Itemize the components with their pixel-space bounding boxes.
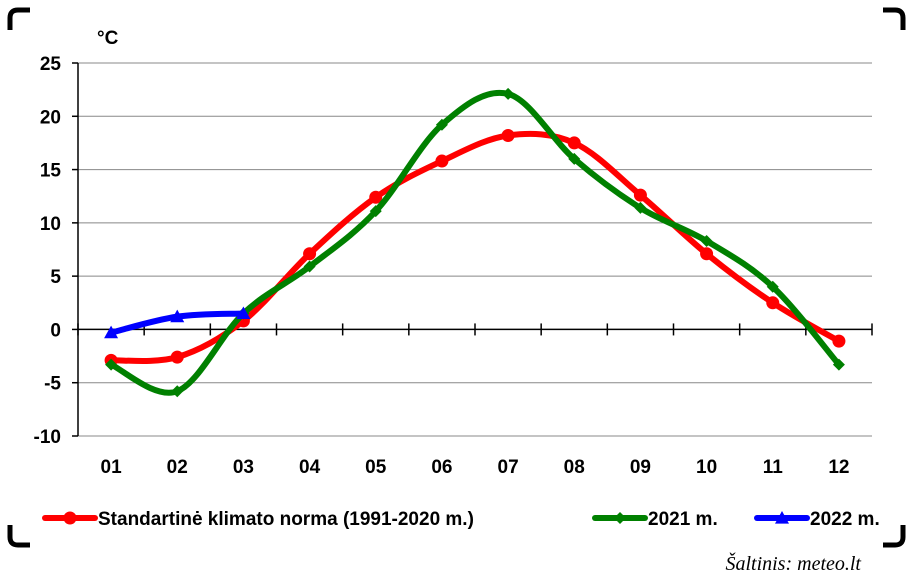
corner-top-left [7,7,30,30]
y-tick-label: 0 [50,320,61,341]
y-tick-label: 15 [40,161,62,182]
y-tick-label: 5 [50,267,61,288]
data-point-series-2 [766,280,779,293]
data-point-series-2 [435,118,448,131]
legend-label: 2022 m. [810,509,880,530]
x-tick-label: 01 [101,457,123,478]
data-point-series-1 [832,334,846,348]
y-tick-label: 10 [40,214,61,235]
y-tick-label: -5 [44,374,61,395]
data-point-series-2 [568,152,581,165]
x-tick-label: 07 [498,457,519,478]
x-tick-label: 10 [696,457,717,478]
data-point-series-1 [700,247,714,261]
corner-top-right [883,7,906,30]
data-point-series-3 [236,306,251,320]
y-tick-label: 25 [40,54,62,75]
x-tick-label: 12 [828,457,849,478]
data-point-series-2 [303,260,316,273]
data-point-series-3 [104,325,119,339]
y-tick-label: -10 [34,427,61,448]
data-point-series-2 [105,358,118,371]
data-point-series-1 [766,296,780,310]
x-tick-label: 06 [431,457,452,478]
legend-label: Standartinė klimato norma (1991-2020 m.) [98,509,474,530]
legend-marker [614,512,626,524]
legend-marker [63,511,77,525]
data-point-series-2 [171,385,184,398]
data-point-series-2 [634,201,647,214]
x-tick-label: 09 [630,457,651,478]
legend-label: 2021 m. [648,509,718,530]
series-line-2 [108,89,842,396]
data-point-series-2 [700,234,713,247]
data-point-series-2 [369,205,382,218]
x-tick-label: 05 [365,457,387,478]
data-point-series-1 [567,136,581,150]
data-point-series-1 [303,247,317,261]
x-tick-label: 04 [299,457,321,478]
source-note: Šaltinis: meteo.lt [725,553,861,575]
data-point-series-1 [633,188,647,202]
corner-bottom-right [883,525,906,548]
legend-marker [775,511,789,524]
data-point-series-1 [435,154,449,168]
data-point-series-2 [502,87,515,100]
x-tick-label: 08 [564,457,585,478]
x-tick-label: 02 [167,457,188,478]
x-tick-label: 03 [233,457,254,478]
data-point-series-3 [170,309,185,323]
data-point-series-1 [501,128,515,142]
data-point-series-2 [832,358,845,371]
corner-bottom-left [7,525,30,548]
y-tick-label: 20 [40,107,61,128]
data-point-series-1 [369,190,383,204]
y-unit-label: °C [97,28,119,49]
x-tick-label: 11 [763,457,784,478]
data-point-series-1 [170,350,184,364]
